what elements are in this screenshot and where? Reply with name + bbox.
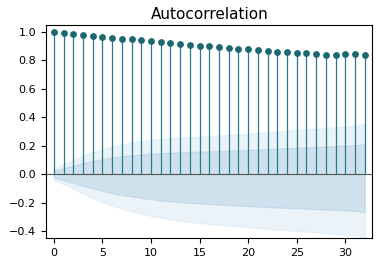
Point <box>216 45 222 49</box>
Point <box>129 37 135 42</box>
Point <box>362 53 368 57</box>
Point <box>158 40 164 44</box>
Point <box>206 44 212 49</box>
Point <box>313 52 319 56</box>
Point <box>89 34 96 38</box>
Point <box>255 48 261 52</box>
Point <box>197 43 203 48</box>
Point <box>245 47 251 52</box>
Point <box>51 30 57 34</box>
Point <box>80 33 86 37</box>
Point <box>177 42 183 46</box>
Point <box>61 31 67 35</box>
Point <box>235 47 242 51</box>
Point <box>274 49 280 54</box>
Point <box>323 52 329 57</box>
Point <box>284 50 290 55</box>
Point <box>109 35 115 40</box>
Point <box>303 51 310 56</box>
Point <box>265 49 271 53</box>
Point <box>99 35 106 39</box>
Point <box>148 39 154 44</box>
Point <box>70 32 76 36</box>
Point <box>333 53 339 57</box>
Point <box>167 41 174 45</box>
Point <box>226 46 232 50</box>
Point <box>187 42 193 47</box>
Point <box>294 51 300 55</box>
Title: Autocorrelation: Autocorrelation <box>151 7 268 22</box>
Point <box>352 52 358 57</box>
Point <box>342 52 348 56</box>
Point <box>119 36 125 41</box>
Point <box>138 38 144 43</box>
